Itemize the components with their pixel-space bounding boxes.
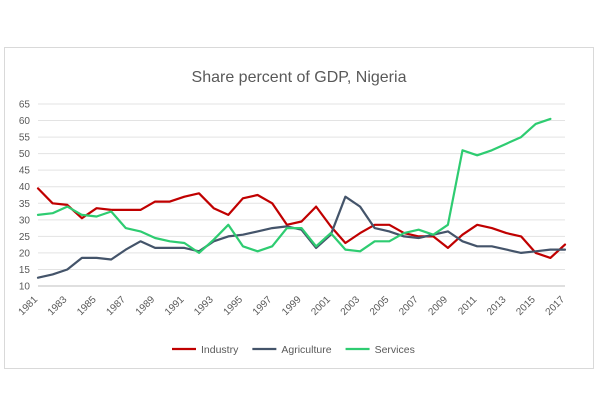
x-tick-label: 2001 (309, 294, 333, 318)
y-tick-label: 60 (19, 116, 31, 127)
line-chart: Share percent of GDP, Nigeria 10 15 20 25 30… (17, 69, 568, 356)
x-tick-label: 2017 (544, 294, 568, 318)
x-tick-label: 1987 (104, 294, 128, 318)
x-tick-label: 1991 (163, 294, 187, 318)
legend-label-services: Services (375, 344, 415, 356)
y-tick-label: 65 (19, 100, 31, 111)
chart-title: Share percent of GDP, Nigeria (192, 69, 407, 86)
y-tick-label: 15 (19, 265, 31, 276)
x-tick-label: 1989 (134, 294, 158, 318)
y-tick-label: 50 (19, 149, 31, 160)
y-tick-label: 30 (19, 215, 31, 226)
x-tick-label: 2015 (514, 294, 538, 318)
x-tick-label: 2005 (368, 294, 392, 318)
y-tick-label: 20 (19, 248, 31, 259)
x-tick-label: 2009 (426, 294, 450, 318)
x-tick-label: 1985 (75, 294, 99, 318)
y-tick-label: 10 (19, 282, 31, 293)
x-tick-label: 2007 (397, 294, 421, 318)
y-tick-label: 55 (19, 133, 31, 144)
series-line-industry (36, 187, 567, 259)
x-tick-label: 2011 (456, 294, 479, 317)
chart-frame: Share percent of GDP, Nigeria 10 15 20 25 30… (4, 47, 594, 369)
y-tick-label: 45 (19, 166, 31, 177)
x-tick-label: 1999 (280, 294, 304, 318)
x-tick-label: 2013 (485, 294, 509, 318)
x-tick-label: 1995 (222, 294, 246, 318)
x-tick-label: 2003 (339, 294, 363, 318)
y-tick-label: 40 (19, 182, 31, 193)
legend-label-agriculture: Agriculture (281, 344, 331, 356)
series-line-services (36, 117, 552, 254)
x-tick-label: 1983 (46, 294, 70, 318)
x-tick-label: 1993 (192, 294, 216, 318)
legend-label-industry: Industry (201, 344, 239, 356)
x-tick-label: 1981 (17, 294, 41, 318)
y-tick-label: 25 (19, 232, 31, 243)
x-tick-label: 1997 (251, 294, 275, 318)
y-tick-label: 35 (19, 199, 31, 210)
